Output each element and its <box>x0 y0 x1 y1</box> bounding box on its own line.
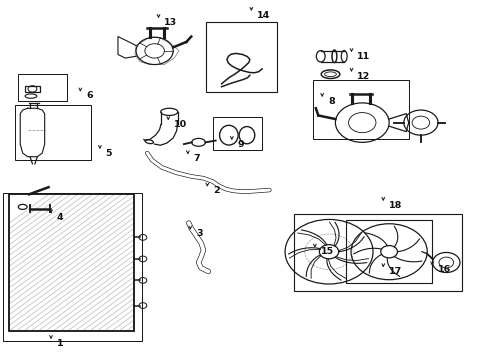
Bar <box>18 74 67 101</box>
Text: 18: 18 <box>389 201 402 210</box>
Text: 7: 7 <box>194 154 200 163</box>
Text: 1: 1 <box>57 339 64 348</box>
Text: 15: 15 <box>321 247 334 256</box>
Text: 12: 12 <box>357 72 370 81</box>
Text: 8: 8 <box>328 96 335 105</box>
Bar <box>206 22 277 92</box>
Text: 6: 6 <box>86 91 93 100</box>
Text: 4: 4 <box>57 213 64 222</box>
Text: 14: 14 <box>257 10 270 19</box>
Bar <box>15 105 91 160</box>
Bar <box>3 193 143 341</box>
Bar <box>25 86 40 92</box>
Bar <box>213 117 262 149</box>
Bar <box>9 194 134 330</box>
Bar <box>294 214 463 291</box>
Text: 2: 2 <box>213 186 220 195</box>
Bar <box>9 194 134 330</box>
Text: 3: 3 <box>196 229 203 238</box>
Text: 11: 11 <box>357 52 370 61</box>
Text: 16: 16 <box>438 265 451 274</box>
Bar <box>346 220 432 283</box>
Bar <box>314 80 409 139</box>
Text: 13: 13 <box>164 18 177 27</box>
Text: 17: 17 <box>389 267 402 276</box>
Text: 5: 5 <box>106 149 112 158</box>
Text: 10: 10 <box>174 120 187 129</box>
Text: 9: 9 <box>238 140 245 149</box>
